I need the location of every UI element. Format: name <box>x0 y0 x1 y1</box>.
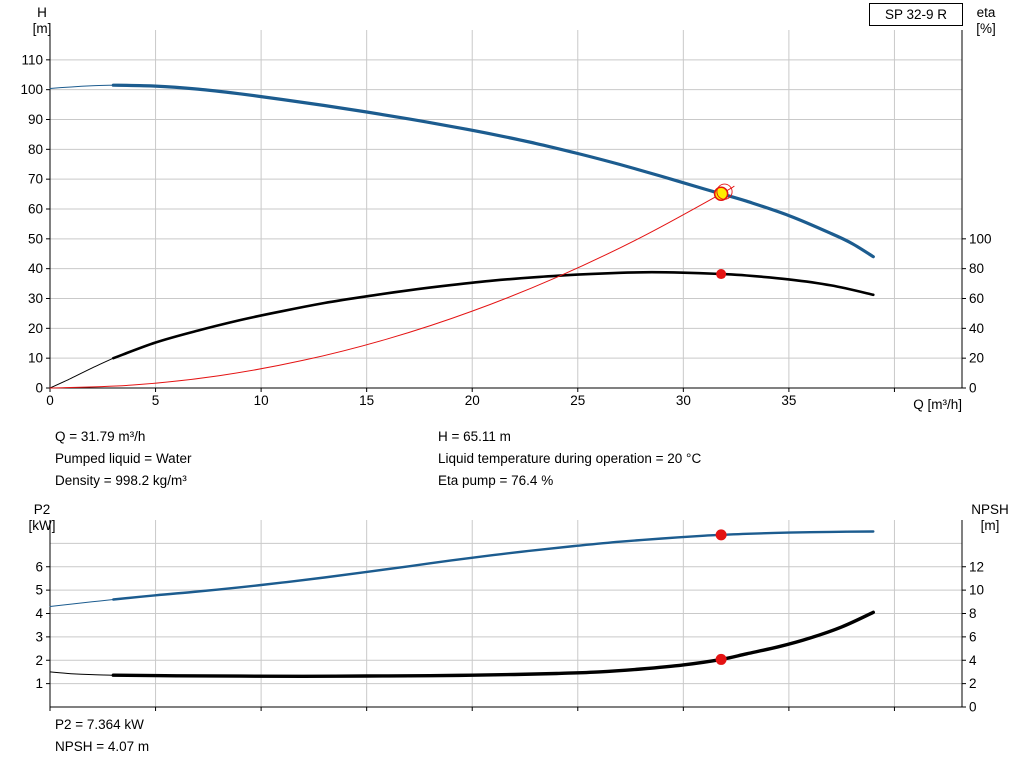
duty-annotations-right: H = 65.11 m Liquid temperature during op… <box>438 426 701 492</box>
svg-text:80: 80 <box>969 261 984 276</box>
svg-text:4: 4 <box>35 606 43 621</box>
svg-text:20: 20 <box>465 393 480 408</box>
annotation-head: H = 65.11 m <box>438 429 511 444</box>
p2-axis-title-symbol: P2 <box>33 502 51 517</box>
power-annotations: P2 = 7.364 kW NPSH = 4.07 m <box>55 714 149 758</box>
q-axis-title: Q [m³/h] <box>913 397 962 412</box>
svg-text:60: 60 <box>28 202 43 217</box>
svg-text:5: 5 <box>35 583 43 598</box>
qh-eta-chart: 0 5 10 15 20 25 30 35 0 10 20 30 40 50 60 70 80 90 100 110 0… <box>20 30 992 408</box>
p2-point <box>715 529 727 541</box>
svg-text:35: 35 <box>781 393 796 408</box>
svg-text:2: 2 <box>35 653 43 668</box>
svg-text:4: 4 <box>969 653 977 668</box>
gridlines <box>50 30 962 388</box>
duty-annotations-left: Q = 31.79 m³/h Pumped liquid = Water Den… <box>55 426 191 492</box>
p2-axis-title: P2 [kW] <box>18 502 66 534</box>
svg-text:0: 0 <box>46 393 54 408</box>
h-axis-title-unit: [m] <box>32 21 52 36</box>
svg-text:6: 6 <box>969 629 977 644</box>
svg-text:15: 15 <box>359 393 374 408</box>
svg-text:3: 3 <box>35 629 43 644</box>
h-axis-title-symbol: H <box>37 5 47 20</box>
npsh-curve <box>111 610 875 678</box>
svg-text:20: 20 <box>28 321 43 336</box>
system-curve <box>49 185 735 389</box>
svg-text:2: 2 <box>969 676 977 691</box>
svg-text:40: 40 <box>28 261 43 276</box>
svg-text:90: 90 <box>28 112 43 127</box>
eta-axis-title-symbol: eta <box>976 5 996 20</box>
svg-text:25: 25 <box>570 393 585 408</box>
eta-point <box>716 269 727 280</box>
annotation-density: Density = 998.2 kg/m³ <box>55 473 187 488</box>
npsh-axis-title: NPSH [m] <box>962 502 1018 534</box>
npsh-curve-lead <box>49 671 114 676</box>
npsh-point <box>715 653 727 665</box>
p2-curve-lead <box>49 599 114 607</box>
svg-text:60: 60 <box>969 291 984 306</box>
h-axis-title: H [m] <box>20 5 64 37</box>
svg-text:10: 10 <box>969 583 984 598</box>
svg-text:6: 6 <box>35 559 43 574</box>
eta-axis-title: eta [%] <box>964 5 1008 37</box>
axes <box>46 30 966 392</box>
svg-text:5: 5 <box>152 393 160 408</box>
npsh-axis-title-unit: [m] <box>980 518 1000 533</box>
svg-text:30: 30 <box>28 291 43 306</box>
npsh-axis-title-symbol: NPSH <box>971 502 1009 517</box>
svg-text:12: 12 <box>969 559 984 574</box>
eta-curve-lead <box>49 357 114 389</box>
svg-text:0: 0 <box>969 381 977 396</box>
svg-text:30: 30 <box>676 393 691 408</box>
svg-text:8: 8 <box>969 606 977 621</box>
svg-text:0: 0 <box>35 381 43 396</box>
svg-text:100: 100 <box>969 231 992 246</box>
pump-type-label: SP 32-9 R <box>869 3 963 26</box>
eta-curve <box>112 270 875 360</box>
annotation-flow: Q = 31.79 m³/h <box>55 429 146 444</box>
eta-axis-title-unit: [%] <box>976 21 996 36</box>
annotation-liquid-temperature: Liquid temperature during operation = 20… <box>438 451 702 466</box>
duty-point-ring <box>716 183 733 200</box>
axes <box>46 520 966 711</box>
duty-point <box>713 186 729 202</box>
svg-text:50: 50 <box>28 231 43 246</box>
svg-text:10: 10 <box>28 351 43 366</box>
svg-text:0: 0 <box>969 700 977 715</box>
head-curve <box>111 83 875 259</box>
p2-axis-title-unit: [kW] <box>28 518 56 533</box>
p2-curve <box>112 530 875 601</box>
annotation-npsh: NPSH = 4.07 m <box>55 739 150 754</box>
gridlines <box>50 520 962 707</box>
head-curve-lead <box>49 84 114 89</box>
svg-text:70: 70 <box>28 172 43 187</box>
svg-text:110: 110 <box>21 52 43 67</box>
svg-text:1: 1 <box>35 676 43 691</box>
tick-labels: 0 5 10 15 20 25 30 35 0 10 20 30 40 50 60 70 80 90 100 110 0… <box>20 52 991 408</box>
svg-text:40: 40 <box>969 321 984 336</box>
annotation-eta-pump: Eta pump = 76.4 % <box>438 473 554 488</box>
svg-text:80: 80 <box>28 142 43 157</box>
svg-text:10: 10 <box>254 393 269 408</box>
annotation-p2: P2 = 7.364 kW <box>55 717 144 732</box>
svg-text:20: 20 <box>969 351 984 366</box>
svg-text:100: 100 <box>20 82 43 97</box>
annotation-pumped-liquid: Pumped liquid = Water <box>55 451 192 466</box>
